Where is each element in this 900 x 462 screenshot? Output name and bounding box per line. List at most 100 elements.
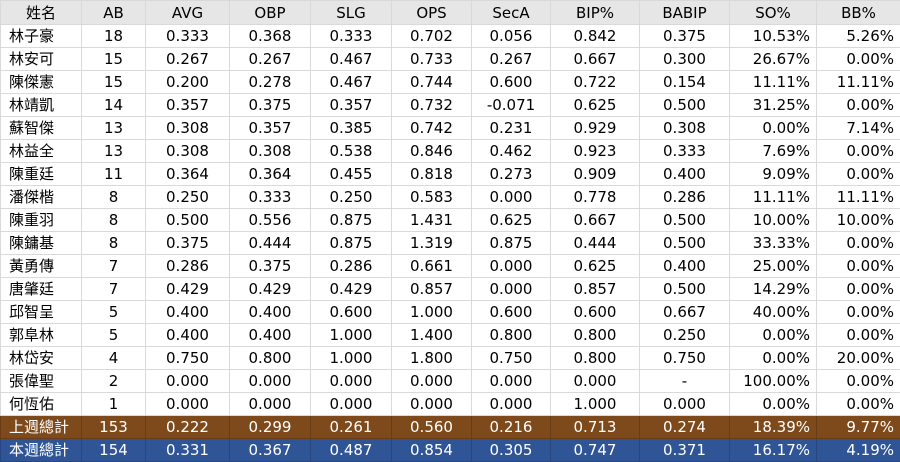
- stat-cell[interactable]: 0.744: [391, 70, 472, 94]
- stat-cell[interactable]: 5: [81, 300, 146, 324]
- stat-cell[interactable]: 0.875: [471, 231, 551, 255]
- stat-cell[interactable]: 0.732: [391, 93, 472, 117]
- total-stat-cell[interactable]: 153: [81, 415, 146, 439]
- total-stat-cell[interactable]: 0.331: [145, 438, 230, 462]
- stat-cell[interactable]: 0.467: [310, 70, 392, 94]
- column-header[interactable]: SecA: [471, 0, 551, 25]
- stat-cell[interactable]: 10.00%: [816, 208, 900, 232]
- stat-cell[interactable]: 0.000: [310, 369, 392, 393]
- column-header[interactable]: OPS: [391, 0, 472, 25]
- stat-cell[interactable]: 0.000: [391, 392, 472, 416]
- stat-cell[interactable]: 0.364: [145, 162, 230, 186]
- stat-cell[interactable]: 0.538: [310, 139, 392, 163]
- stat-cell[interactable]: 0.00%: [729, 323, 817, 347]
- total-stat-cell[interactable]: 4.19%: [816, 438, 900, 462]
- stat-cell[interactable]: 0.000: [471, 254, 551, 278]
- player-name-cell[interactable]: 蘇智傑: [0, 116, 82, 140]
- stat-cell[interactable]: 0.462: [471, 139, 551, 163]
- stat-cell[interactable]: 0.00%: [816, 392, 900, 416]
- stat-cell[interactable]: 1.000: [550, 392, 640, 416]
- stat-cell[interactable]: 8: [81, 185, 146, 209]
- stat-cell[interactable]: 14.29%: [729, 277, 817, 301]
- stat-cell[interactable]: 0.733: [391, 47, 472, 71]
- total-stat-cell[interactable]: 154: [81, 438, 146, 462]
- stat-cell[interactable]: 0.750: [471, 346, 551, 370]
- stat-cell[interactable]: 0.400: [639, 254, 730, 278]
- stat-cell[interactable]: 0.333: [229, 185, 311, 209]
- stat-cell[interactable]: 0.308: [229, 139, 311, 163]
- stat-cell[interactable]: 8: [81, 231, 146, 255]
- stat-cell[interactable]: 0.857: [550, 277, 640, 301]
- stat-cell[interactable]: 0.500: [145, 208, 230, 232]
- stat-cell[interactable]: 7: [81, 277, 146, 301]
- stat-cell[interactable]: 40.00%: [729, 300, 817, 324]
- stat-cell[interactable]: 0.357: [229, 116, 311, 140]
- total-stat-cell[interactable]: 0.713: [550, 415, 640, 439]
- stat-cell[interactable]: 11.11%: [816, 185, 900, 209]
- stat-cell[interactable]: 0.556: [229, 208, 311, 232]
- stat-cell[interactable]: 0.368: [229, 24, 311, 48]
- stat-cell[interactable]: 0.923: [550, 139, 640, 163]
- stat-cell[interactable]: 0.800: [550, 346, 640, 370]
- player-name-cell[interactable]: 邱智呈: [0, 300, 82, 324]
- stat-cell[interactable]: 0.000: [229, 392, 311, 416]
- stat-cell[interactable]: 0.800: [550, 323, 640, 347]
- stat-cell[interactable]: 0.00%: [729, 392, 817, 416]
- stat-cell[interactable]: 1.000: [391, 300, 472, 324]
- stat-cell[interactable]: 0.400: [145, 323, 230, 347]
- stat-cell[interactable]: 0.00%: [816, 162, 900, 186]
- stat-cell[interactable]: 1: [81, 392, 146, 416]
- stat-cell[interactable]: 14: [81, 93, 146, 117]
- stat-cell[interactable]: 0.056: [471, 24, 551, 48]
- stat-cell[interactable]: 0.667: [550, 47, 640, 71]
- total-stat-cell[interactable]: 0.367: [229, 438, 311, 462]
- stat-cell[interactable]: 0.00%: [729, 346, 817, 370]
- stat-cell[interactable]: -: [639, 369, 730, 393]
- stat-cell[interactable]: 0.000: [391, 369, 472, 393]
- player-name-cell[interactable]: 陳重羽: [0, 208, 82, 232]
- total-label-cell[interactable]: 本週總計: [0, 438, 82, 462]
- column-header[interactable]: AVG: [145, 0, 230, 25]
- player-name-cell[interactable]: 林岱安: [0, 346, 82, 370]
- stat-cell[interactable]: 0.857: [391, 277, 472, 301]
- stat-cell[interactable]: 0.308: [145, 116, 230, 140]
- stat-cell[interactable]: 0.818: [391, 162, 472, 186]
- player-name-cell[interactable]: 唐肇廷: [0, 277, 82, 301]
- stat-cell[interactable]: 11.11%: [729, 185, 817, 209]
- stat-cell[interactable]: 0.00%: [816, 231, 900, 255]
- stat-cell[interactable]: 0.00%: [729, 116, 817, 140]
- stat-cell[interactable]: 0.000: [550, 369, 640, 393]
- stat-cell[interactable]: 0.000: [145, 392, 230, 416]
- stat-cell[interactable]: 0.357: [145, 93, 230, 117]
- stat-cell[interactable]: 0.625: [471, 208, 551, 232]
- stat-cell[interactable]: 0.375: [229, 93, 311, 117]
- column-header[interactable]: 姓名: [0, 0, 82, 25]
- stat-cell[interactable]: 0.200: [145, 70, 230, 94]
- player-name-cell[interactable]: 郭阜林: [0, 323, 82, 347]
- stat-cell[interactable]: 0.400: [639, 162, 730, 186]
- stat-cell[interactable]: 0.875: [310, 231, 392, 255]
- column-header[interactable]: BABIP: [639, 0, 730, 25]
- total-stat-cell[interactable]: 0.560: [391, 415, 472, 439]
- total-stat-cell[interactable]: 0.487: [310, 438, 392, 462]
- stat-cell[interactable]: 0.500: [639, 208, 730, 232]
- stat-cell[interactable]: 0.000: [471, 277, 551, 301]
- column-header[interactable]: SO%: [729, 0, 817, 25]
- stat-cell[interactable]: 0.500: [639, 231, 730, 255]
- stat-cell[interactable]: 0.600: [550, 300, 640, 324]
- stat-cell[interactable]: 18: [81, 24, 146, 48]
- stat-cell[interactable]: 0.455: [310, 162, 392, 186]
- stat-cell[interactable]: 0.333: [310, 24, 392, 48]
- stat-cell[interactable]: 0.800: [471, 323, 551, 347]
- stat-cell[interactable]: 0.00%: [816, 300, 900, 324]
- stat-cell[interactable]: 0.842: [550, 24, 640, 48]
- stat-cell[interactable]: 7: [81, 254, 146, 278]
- stat-cell[interactable]: 0.00%: [816, 47, 900, 71]
- stat-cell[interactable]: 8: [81, 208, 146, 232]
- stat-cell[interactable]: 0.375: [229, 254, 311, 278]
- stat-cell[interactable]: 9.09%: [729, 162, 817, 186]
- stat-cell[interactable]: 10.00%: [729, 208, 817, 232]
- stat-cell[interactable]: 0.364: [229, 162, 311, 186]
- stat-cell[interactable]: 1.000: [310, 346, 392, 370]
- column-header[interactable]: BIP%: [550, 0, 640, 25]
